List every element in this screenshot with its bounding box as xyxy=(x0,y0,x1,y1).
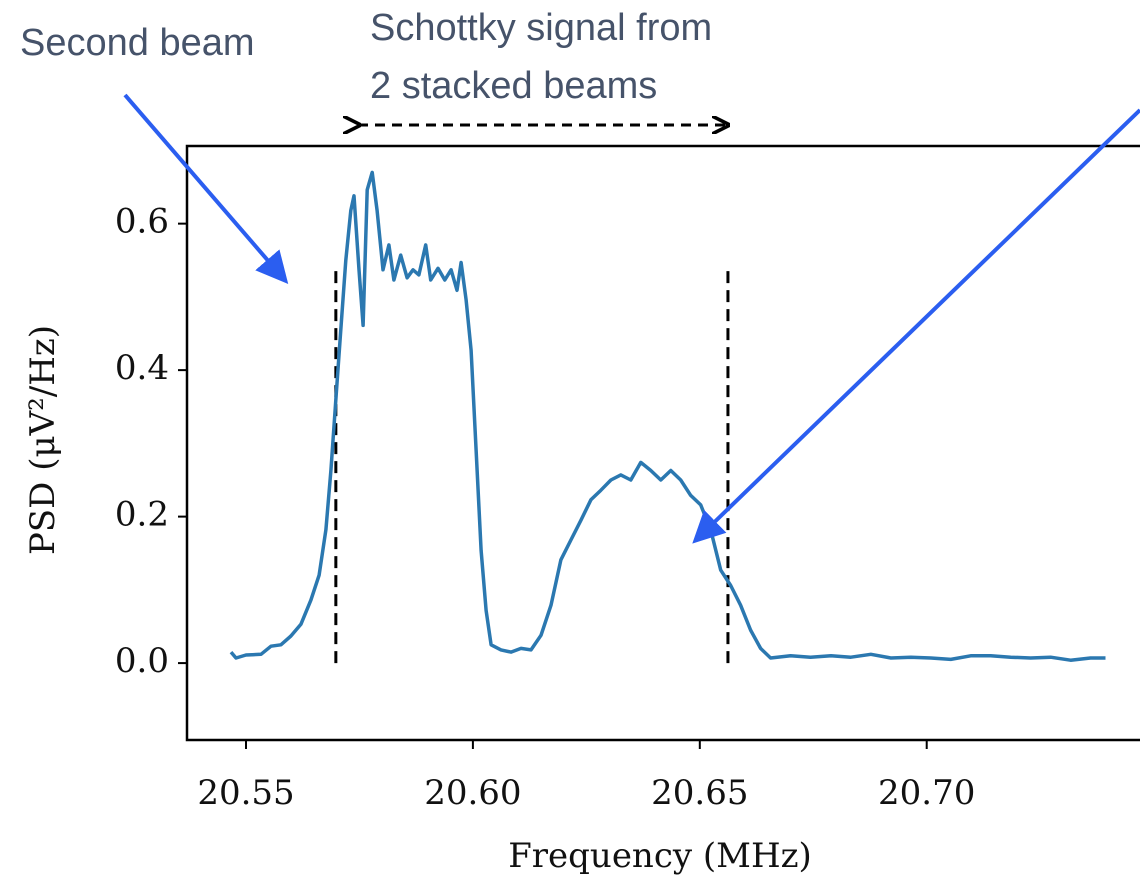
y-tick-label: 0.2 xyxy=(115,495,169,535)
pointer-arrow xyxy=(123,93,289,285)
y-tick-label: 0.4 xyxy=(115,348,169,388)
x-tick-label: 20.70 xyxy=(878,773,975,813)
annotation: Second beam xyxy=(20,22,255,64)
y-tick-label: 0.6 xyxy=(115,202,169,242)
psd-line xyxy=(229,170,1106,662)
pointer-arrow xyxy=(692,108,1140,544)
x-axis-label: Frequency (MHz) xyxy=(508,836,812,876)
y-axis-label: PSD (μV²/Hz) xyxy=(23,325,63,555)
x-tick-label: 20.65 xyxy=(651,773,748,813)
plot-frame xyxy=(185,144,1140,742)
annotation: 2 stacked beams xyxy=(370,65,657,107)
x-tick-label: 20.60 xyxy=(424,773,521,813)
y-tick-label: 0.0 xyxy=(115,641,169,681)
annotation: Schottky signal from xyxy=(370,7,712,49)
x-tick-label: 20.55 xyxy=(197,773,294,813)
